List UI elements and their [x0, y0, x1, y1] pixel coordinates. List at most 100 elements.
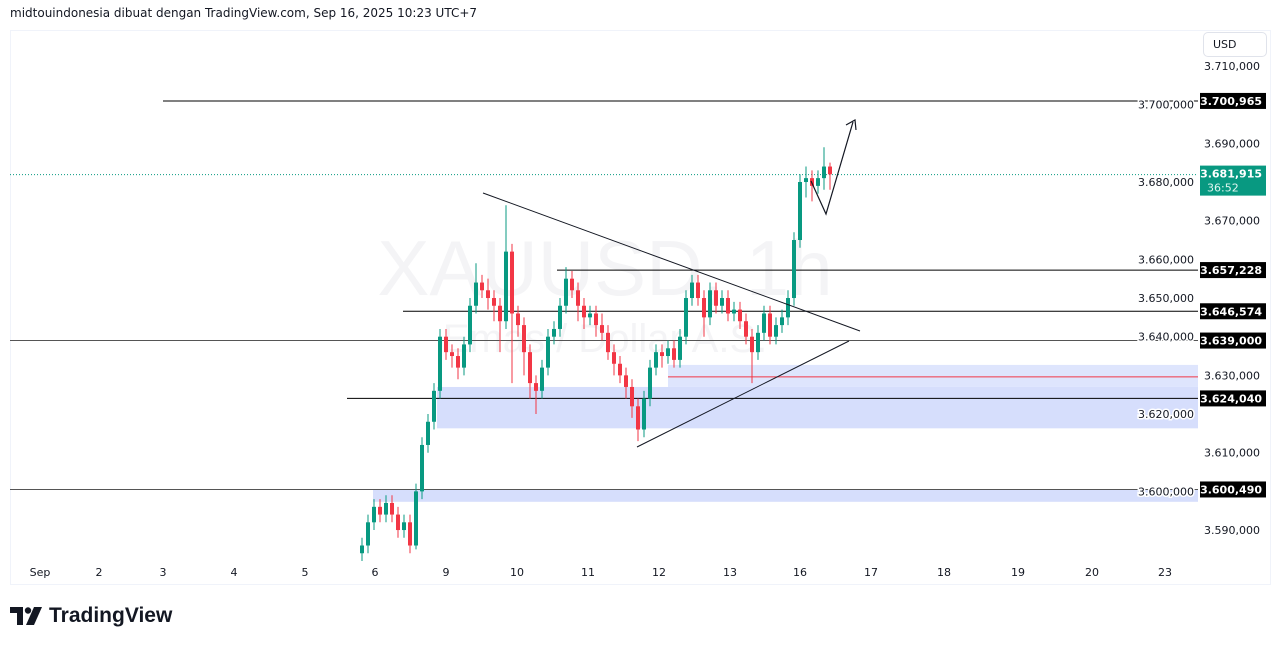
- candle-body: [822, 166, 826, 179]
- candle-body: [432, 390, 436, 422]
- candle-body: [546, 336, 550, 368]
- candle-body: [366, 522, 370, 546]
- candle-body: [636, 406, 640, 430]
- candle-body: [828, 166, 832, 175]
- candle-body: [750, 336, 754, 353]
- candle-body: [768, 313, 772, 337]
- time-tick-label: 6: [372, 566, 379, 579]
- candle-body: [588, 313, 592, 318]
- candle-body: [684, 298, 688, 337]
- time-axis[interactable]: Sep 2 3 4 5 6 9 10 11 12 13 16 17 18 19 20 23: [30, 566, 1172, 579]
- time-tick-label: 12: [652, 566, 666, 579]
- candle-body: [438, 336, 442, 391]
- candle-body: [594, 313, 598, 326]
- support-zone: [373, 489, 1198, 502]
- price-tick-label: 3.680,000: [1138, 176, 1194, 189]
- price-tick-label: 3.630,000: [1204, 369, 1260, 382]
- price-tick-label: 3.700,000: [1138, 99, 1194, 112]
- candle-body: [372, 506, 376, 523]
- candle-body: [606, 332, 610, 353]
- time-tick-label: 3: [160, 566, 167, 579]
- candle-body: [534, 383, 538, 391]
- watermark-description: Emas / Dollar A.S.: [443, 317, 768, 361]
- candle-body: [624, 375, 628, 387]
- chart-frame: [10, 30, 1271, 585]
- trendline-drawings[interactable]: [482, 119, 861, 448]
- price-tick-label: 3.690,000: [1204, 137, 1260, 150]
- support-zone: [668, 364, 1198, 387]
- tradingview-logo-icon: [10, 607, 42, 625]
- level-price-label: 3.700,965: [1200, 95, 1262, 108]
- candle-body: [816, 178, 820, 186]
- currency-button[interactable]: USD: [1203, 32, 1267, 57]
- candle-body: [690, 282, 694, 299]
- time-tick-label: 16: [793, 566, 807, 579]
- price-tick-label: 3.660,000: [1138, 253, 1194, 266]
- candle-body: [786, 298, 790, 318]
- time-tick-label: 4: [231, 566, 238, 579]
- price-tick-label: 3.600,000: [1138, 485, 1194, 498]
- candle-body: [756, 332, 760, 353]
- level-price-badge: [1200, 481, 1266, 498]
- candle-body: [540, 367, 544, 391]
- time-tick-label: 19: [1011, 566, 1025, 579]
- candle-body: [468, 305, 472, 345]
- price-tick-label: 3.620,000: [1138, 408, 1194, 421]
- price-axis[interactable]: 3.710,000 3.700,000 3.690,000 3.680,000 3.67…: [1137, 60, 1260, 537]
- candle-body: [774, 325, 778, 337]
- candle-body: [564, 278, 568, 306]
- candle-body: [708, 290, 712, 318]
- candle-body: [804, 178, 808, 183]
- candle-body: [726, 298, 730, 314]
- candle-body: [522, 325, 526, 353]
- level-price-badge: [1200, 390, 1266, 407]
- level-price-label: 3.646,574: [1200, 305, 1262, 318]
- ascending-trendline[interactable]: [636, 340, 850, 448]
- candle-body: [702, 298, 706, 318]
- time-tick-label: 17: [864, 566, 878, 579]
- time-tick-label: 18: [937, 566, 951, 579]
- candle-body: [408, 522, 412, 546]
- candle-body: [798, 182, 802, 241]
- candle-body: [504, 251, 508, 322]
- candle-body: [450, 352, 454, 357]
- candle-body: [486, 290, 490, 299]
- chart-attribution: midtouindonesia dibuat dengan TradingVie…: [10, 6, 478, 20]
- candle-body: [396, 514, 400, 531]
- candle-body: [570, 278, 574, 291]
- tradingview-logo[interactable]: TradingView: [10, 604, 172, 628]
- candle-body: [402, 522, 406, 531]
- level-price-label: 3.657,228: [1200, 264, 1262, 277]
- descending-trendline[interactable]: [482, 192, 861, 332]
- price-tick-label: 3.650,000: [1138, 292, 1194, 305]
- candle-body: [420, 444, 424, 492]
- price-tick-label: 3.640,000: [1138, 331, 1194, 344]
- price-tick-label: 3.710,000: [1204, 60, 1260, 73]
- candle-body: [444, 336, 448, 353]
- candle-body: [660, 352, 664, 357]
- candle-body: [456, 356, 460, 368]
- price-tick-label: 3.670,000: [1204, 215, 1260, 228]
- candle-body: [696, 282, 700, 299]
- candle-body: [618, 363, 622, 376]
- support-zone: [437, 386, 1198, 429]
- level-price-badge: [1200, 332, 1266, 349]
- price-tick-label: 3.590,000: [1204, 524, 1260, 537]
- candle-body: [498, 305, 502, 322]
- candle-body: [732, 309, 736, 314]
- projection-arrow-path[interactable]: [810, 121, 854, 216]
- time-tick-label: 9: [443, 566, 450, 579]
- price-tick-label: 3.610,000: [1204, 447, 1260, 460]
- candle-body: [558, 305, 562, 329]
- time-tick-label: 11: [581, 566, 595, 579]
- candle-body: [678, 336, 682, 360]
- level-price-badge: [1200, 303, 1266, 320]
- candle-body: [516, 313, 520, 326]
- candle-body: [378, 506, 382, 515]
- arrow-head-icon: [845, 119, 857, 131]
- candle-body: [390, 502, 394, 515]
- level-price-badge: [1200, 92, 1266, 109]
- candle-body: [528, 352, 532, 384]
- candle-body: [462, 344, 466, 368]
